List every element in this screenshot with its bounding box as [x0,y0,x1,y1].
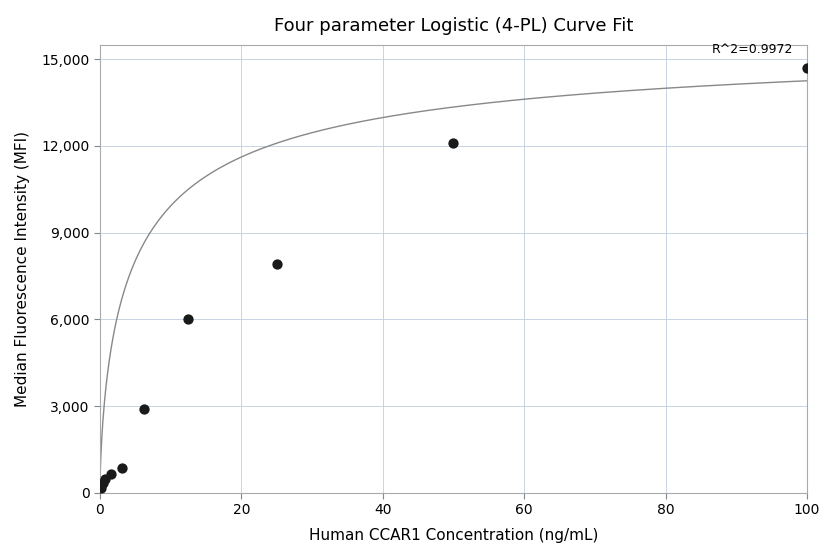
Point [270,260,283,269]
Point [96,478,109,487]
Point [116,464,129,473]
Point [447,138,460,147]
Title: Four parameter Logistic (4-PL) Curve Fit: Four parameter Logistic (4-PL) Curve Fit [274,17,633,35]
Point [104,469,117,478]
Point [137,404,151,413]
Point [800,63,814,72]
Point [181,315,195,324]
Point [95,484,108,493]
Point [99,474,112,483]
Y-axis label: Median Fluorescence Intensity (MFI): Median Fluorescence Intensity (MFI) [15,131,30,407]
Text: R^2=0.9972: R^2=0.9972 [711,43,793,57]
X-axis label: Human CCAR1 Concentration (ng/mL): Human CCAR1 Concentration (ng/mL) [309,528,598,543]
